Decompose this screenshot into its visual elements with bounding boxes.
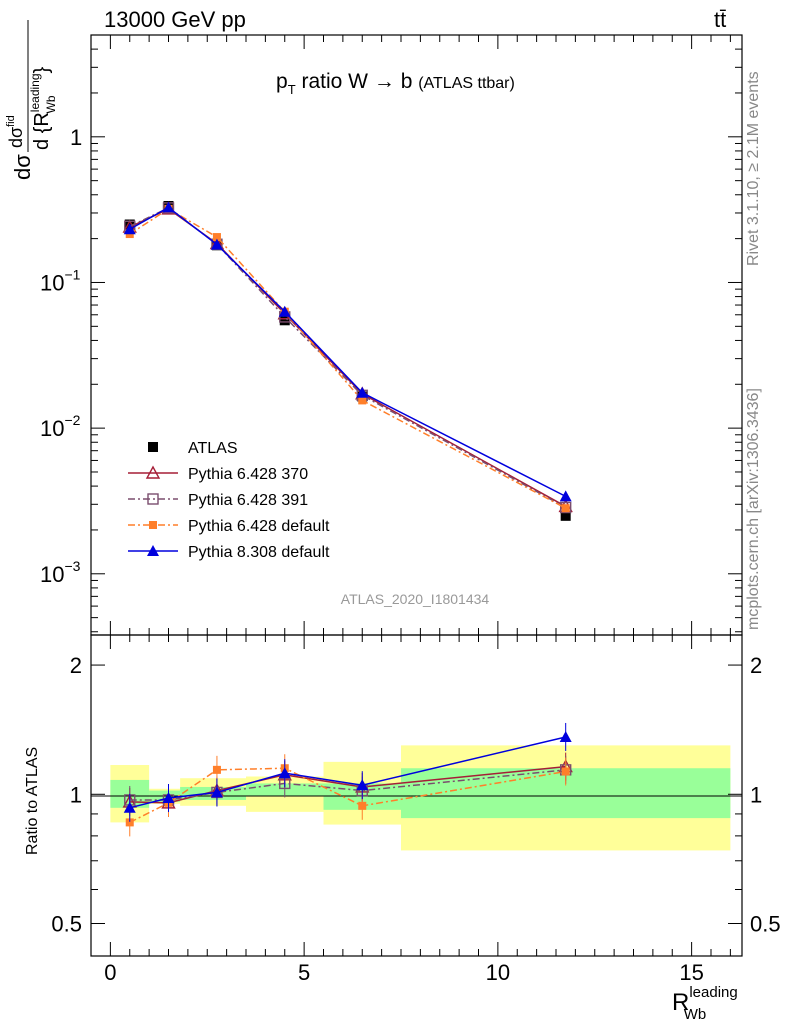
legend-marker-pythia-8-308-default xyxy=(147,545,159,556)
ratio-bands-layer xyxy=(110,745,731,851)
ratio-marks-layer xyxy=(122,722,573,837)
data-point-pythia-8-308-default-4 xyxy=(356,386,369,398)
main-y-tick-label-0: 1 xyxy=(70,125,82,150)
ratio-ticks-layer xyxy=(91,635,742,956)
series-line-pythia-6-428-370 xyxy=(129,208,567,508)
title-p: p xyxy=(276,70,288,93)
title-T: T xyxy=(288,82,296,97)
ratio-panel: 2 2 1 1 0.5 0.5 0 5 10 15 Ratio to ATLAS Rleading… xyxy=(24,634,781,1023)
ratio-y-tick-label-right-2: 0.5 xyxy=(750,911,781,936)
ylabel-d: d xyxy=(10,168,35,180)
legend: ATLAS Pythia 6.428 370 Pythia 6.428 391 Pyt… xyxy=(128,440,330,561)
main-panel: 1 10−1 10−2 10−3 pT ratio W → b (ATLAS ttba… xyxy=(5,20,743,636)
data-point-pythia-8-308-default-0 xyxy=(123,223,136,235)
ratio-y-axis-label: Ratio to ATLAS xyxy=(24,747,41,855)
data-point-atlas-3 xyxy=(279,315,290,326)
ratio-point-pythia-6-428-default-2 xyxy=(212,765,221,774)
data-point-pythia-8-308-default-3 xyxy=(278,305,291,317)
data-point-pythia-6-428-default-5 xyxy=(561,504,570,513)
main-y-axis-label: dσ dσfid d {Rleading Wb} xyxy=(5,20,58,180)
legend-marker-pythia-6-428-391 xyxy=(147,493,159,505)
data-point-pythia-6-428-default-2 xyxy=(212,233,221,242)
header-process-label: tt̄ xyxy=(714,7,727,32)
ylabel-leading: leading xyxy=(28,73,42,112)
legend-label-pythia-6-428-370: Pythia 6.428 370 xyxy=(188,466,308,483)
chart-title: pT ratio W → b (ATLAS ttbar) xyxy=(276,70,515,97)
x-tick-label-1: 5 xyxy=(298,960,310,985)
legend-label-pythia-8-308-default: Pythia 8.308 default xyxy=(188,544,330,561)
x-axis-label: Rleading Wb xyxy=(672,984,738,1023)
header-collision-label: 13000 GeV pp xyxy=(104,7,246,32)
legend-marker-atlas xyxy=(148,442,158,452)
ratio-y-tick-label-left-0: 2 xyxy=(70,653,82,678)
main-y-tick-label-3: 10−3 xyxy=(40,558,81,587)
ratio-y-tick-label-left-2: 0.5 xyxy=(51,911,82,936)
ylabel-Wb: Wb xyxy=(44,95,58,113)
ratio-y-tick-label-left-1: 1 xyxy=(70,782,82,807)
data-point-pythia-8-308-default-1 xyxy=(162,201,175,213)
ratio-point-pythia-8-308-default-2 xyxy=(210,786,223,798)
chart-subtitle: (ATLAS ttbar) xyxy=(418,75,515,92)
data-point-pythia-6-428-default-4 xyxy=(358,396,367,405)
ratio-point-pythia-6-428-default-5 xyxy=(561,767,570,776)
legend-label-atlas: ATLAS xyxy=(188,440,238,457)
ratio-point-pythia-8-308-default-4 xyxy=(356,779,369,791)
ratio-y-tick-label-right-0: 2 xyxy=(750,653,762,678)
x-tick-label-0: 0 xyxy=(104,960,116,985)
ratio-point-pythia-8-308-default-5 xyxy=(559,730,572,742)
title-arrow: → xyxy=(374,70,395,93)
data-point-atlas-5 xyxy=(560,510,571,521)
main-y-tick-label-1: 10−1 xyxy=(40,266,81,295)
xlabel-leading: leading xyxy=(689,984,737,1001)
ratio-point-pythia-8-308-default-1 xyxy=(162,792,175,804)
main-ticks-layer xyxy=(91,34,742,635)
legend-label-pythia-6-428-391: Pythia 6.428 391 xyxy=(188,492,308,509)
xlabel-R: R xyxy=(672,989,689,1016)
analysis-watermark: ATLAS_2020_I1801434 xyxy=(341,591,490,607)
svg-text:dσ: dσ xyxy=(10,154,35,180)
ratio-y-tick-label-right-1: 1 xyxy=(750,782,762,807)
series-line-pythia-6-428-default xyxy=(129,208,567,509)
title-b: b xyxy=(401,70,413,93)
title-text: ratio W xyxy=(301,70,368,93)
xlabel-Wb: Wb xyxy=(684,1006,707,1023)
legend-label-pythia-6-428-default: Pythia 6.428 default xyxy=(188,518,330,535)
ratio-point-pythia-6-428-default-0 xyxy=(125,818,134,827)
main-marks-layer xyxy=(122,200,573,521)
ratio-point-pythia-8-308-default-3 xyxy=(278,767,291,779)
ylabel-fid: fid xyxy=(5,115,17,127)
main-y-tick-labels: 1 10−1 10−2 10−3 xyxy=(40,125,82,587)
ratio-plot-frame xyxy=(90,634,743,957)
data-point-pythia-6-428-391-5 xyxy=(559,501,572,514)
ylabel-dR: d {R xyxy=(31,112,53,150)
ratio-line-pythia-6-428-default xyxy=(129,767,566,824)
legend-marker-pythia-6-428-370 xyxy=(145,465,161,479)
x-tick-label-3: 15 xyxy=(679,960,703,985)
ratio-point-pythia-8-308-default-0 xyxy=(123,801,136,813)
ylabel-brace: } xyxy=(31,66,53,73)
ratio-point-pythia-6-428-default-4 xyxy=(358,801,367,810)
x-tick-label-2: 10 xyxy=(486,960,510,985)
main-y-tick-label-2: 10−2 xyxy=(40,412,81,441)
data-point-pythia-8-308-default-5 xyxy=(559,490,572,502)
ylabel-dsigma: dσ xyxy=(6,127,26,148)
ratio-tick-labels: 2 2 1 1 0.5 0.5 0 5 10 15 xyxy=(51,653,780,985)
ylabel-sigma: σ xyxy=(10,154,35,168)
series-line-pythia-8-308-default xyxy=(129,206,567,498)
legend-marker-pythia-6-428-default xyxy=(149,521,157,529)
ratio-line-pythia-8-308-default xyxy=(129,736,566,809)
svg-text:dσfid: dσfid xyxy=(5,115,26,148)
data-point-pythia-8-308-default-2 xyxy=(210,238,223,250)
